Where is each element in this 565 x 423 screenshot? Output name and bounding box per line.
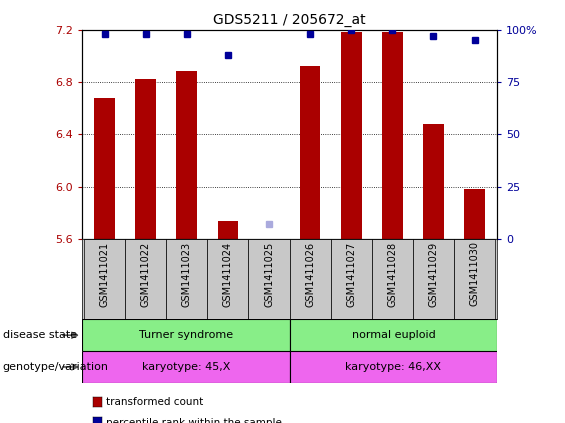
Text: percentile rank within the sample: percentile rank within the sample xyxy=(106,418,281,423)
Bar xyxy=(82,351,289,383)
Bar xyxy=(289,351,497,383)
Text: Turner syndrome: Turner syndrome xyxy=(138,330,233,340)
Bar xyxy=(331,239,372,319)
Bar xyxy=(84,239,125,319)
Bar xyxy=(413,239,454,319)
Bar xyxy=(176,71,197,239)
Text: disease state: disease state xyxy=(3,330,77,340)
Bar xyxy=(82,319,289,351)
Bar xyxy=(94,98,115,239)
Text: transformed count: transformed count xyxy=(106,397,203,407)
Text: karyotype: 46,XX: karyotype: 46,XX xyxy=(345,362,441,372)
Text: GSM1411021: GSM1411021 xyxy=(99,242,110,307)
Text: normal euploid: normal euploid xyxy=(351,330,435,340)
Text: GSM1411030: GSM1411030 xyxy=(470,242,480,306)
Text: genotype/variation: genotype/variation xyxy=(3,362,109,372)
Bar xyxy=(382,32,403,239)
Bar xyxy=(454,239,495,319)
Text: GSM1411029: GSM1411029 xyxy=(428,242,438,307)
Text: GSM1411023: GSM1411023 xyxy=(182,242,192,307)
Bar xyxy=(125,239,166,319)
Bar xyxy=(464,189,485,239)
Bar xyxy=(249,239,289,319)
Bar xyxy=(136,80,156,239)
Bar xyxy=(289,239,331,319)
Text: GSM1411022: GSM1411022 xyxy=(141,242,151,307)
Bar xyxy=(218,221,238,239)
Text: GSM1411025: GSM1411025 xyxy=(264,242,274,307)
Text: GSM1411026: GSM1411026 xyxy=(305,242,315,307)
Text: GSM1411024: GSM1411024 xyxy=(223,242,233,307)
Bar xyxy=(423,124,444,239)
Text: GSM1411027: GSM1411027 xyxy=(346,242,357,307)
Text: GSM1411028: GSM1411028 xyxy=(388,242,397,307)
Bar xyxy=(207,239,249,319)
Bar xyxy=(166,239,207,319)
Title: GDS5211 / 205672_at: GDS5211 / 205672_at xyxy=(213,13,366,27)
Bar xyxy=(289,319,497,351)
Text: karyotype: 45,X: karyotype: 45,X xyxy=(142,362,230,372)
Bar xyxy=(300,66,320,239)
Bar xyxy=(341,32,362,239)
Bar xyxy=(372,239,413,319)
